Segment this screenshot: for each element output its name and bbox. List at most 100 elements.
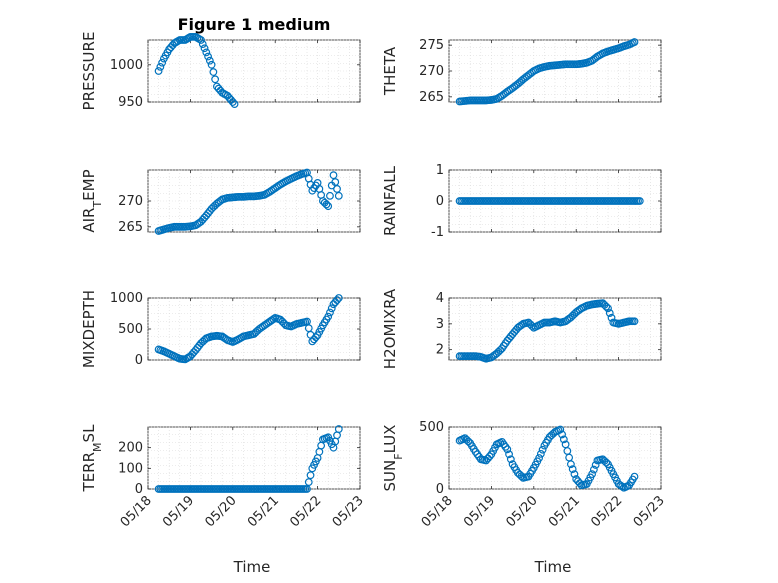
x-axis-label: Time: [534, 558, 572, 576]
x-tick-label: 05/21: [546, 493, 583, 530]
y-tick-label: 0: [135, 353, 143, 368]
y-tick-label: 500: [419, 420, 444, 435]
x-tick-label: 05/23: [330, 493, 367, 530]
data-point: [197, 36, 205, 44]
data-point: [326, 308, 334, 317]
x-axis-label: Time: [233, 558, 271, 576]
subplot-air-temp: 265 270 AIRTEMP: [80, 168, 361, 235]
y-tick-label: 270: [118, 194, 143, 209]
x-tick-label: 05/18: [118, 493, 155, 530]
y-axis-label: SUNFLUX: [381, 425, 405, 492]
data-point: [211, 75, 220, 84]
y-axis-label: MIXDEPTH: [80, 290, 98, 368]
x-tick-label: 05/18: [419, 493, 456, 530]
data-point: [200, 44, 209, 53]
data-point: [306, 471, 315, 480]
subplot-h2omixra: 2 3 4 H2OMIXRA: [381, 288, 662, 369]
data-point: [568, 465, 577, 474]
y-tick-label: 3: [436, 317, 444, 332]
data-point: [322, 200, 331, 209]
data-point: [230, 100, 239, 108]
figure-title: Figure 1 medium: [178, 15, 331, 34]
y-axis-label: TERRMSL: [80, 424, 104, 493]
data-point: [556, 425, 565, 434]
data-point: [536, 449, 545, 458]
subplot-rainfall: -1 0 1 RAINFALL: [381, 163, 662, 240]
data-point: [605, 309, 614, 317]
subplot-terr-msl: 0 100 200 TERRMSL 05/18 05/19 05/20 05/21 05/22 0…: [80, 424, 367, 576]
data-point: [485, 452, 494, 461]
y-tick-label: 0: [436, 194, 444, 209]
x-tick-label: 05/23: [631, 493, 668, 530]
subplot-mixdepth: 0 500 1000 MIXDEPTH: [80, 290, 361, 368]
data-point: [228, 98, 237, 106]
y-tick-label: 1000: [110, 58, 143, 73]
data-point: [158, 58, 167, 67]
y-tick-label: 275: [419, 38, 444, 53]
data-point: [334, 425, 343, 433]
data-point: [559, 435, 568, 444]
data-point: [202, 48, 211, 57]
data-point: [304, 478, 313, 487]
data-point: [333, 296, 341, 304]
y-axis-label: H2OMIXRA: [381, 288, 399, 369]
data-point: [630, 317, 639, 326]
data-point: [538, 445, 547, 454]
data-point: [535, 454, 543, 462]
data-point: [567, 460, 575, 469]
data-point: [311, 333, 320, 342]
data-point: [602, 458, 611, 467]
data-point: [156, 62, 165, 71]
y-tick-label: 265: [419, 90, 444, 105]
x-tick-label: 05/21: [245, 493, 282, 530]
data-point: [326, 191, 334, 200]
data-point: [324, 312, 333, 321]
data-point: [324, 202, 333, 211]
x-tick-label: 05/22: [287, 493, 324, 530]
data-point: [209, 68, 218, 76]
y-tick-label: -1: [431, 225, 444, 240]
data-point: [205, 56, 214, 65]
y-tick-label: 0: [135, 482, 143, 497]
y-tick-label: 500: [118, 322, 143, 337]
data-point: [602, 302, 611, 311]
data-point: [334, 191, 343, 200]
x-tick-label: 05/19: [461, 493, 498, 530]
x-tick-label: 05/20: [203, 493, 240, 530]
y-tick-label: 0: [436, 482, 444, 497]
y-tick-label: 265: [118, 220, 143, 235]
x-tick-label: 05/22: [588, 493, 625, 530]
data-point: [334, 294, 343, 302]
subplot-theta: 265 270 275 THETA: [381, 38, 662, 106]
data-point: [604, 304, 612, 313]
data-point: [570, 470, 579, 479]
data-point: [198, 40, 207, 49]
data-point: [630, 472, 639, 481]
subplot-pressure: 950 1000 PRESSURE: [80, 32, 361, 111]
data-point: [505, 450, 513, 459]
y-tick-label: 100: [118, 461, 143, 476]
data-point: [154, 67, 163, 75]
y-tick-label: 1: [436, 163, 444, 178]
y-axis-label: THETA: [381, 46, 399, 96]
subplot-sun-flux: 0 500 SUNFLUX 05/18 05/19 05/20 05/21 05/22 05/2…: [381, 420, 668, 576]
data-point: [204, 52, 212, 61]
y-axis-label: AIRTEMP: [80, 169, 104, 232]
data-point: [558, 430, 566, 439]
data-point: [303, 485, 311, 493]
y-axis-label: PRESSURE: [80, 32, 98, 111]
y-tick-label: 270: [419, 64, 444, 79]
data-point: [635, 197, 644, 205]
y-tick-label: 4: [436, 291, 444, 306]
data-point: [589, 465, 598, 474]
data-point: [618, 482, 627, 491]
y-tick-label: 200: [118, 441, 143, 456]
data-point: [331, 178, 340, 186]
y-axis-label: RAINFALL: [381, 165, 399, 236]
data-point: [506, 455, 515, 464]
y-tick-label: 950: [118, 95, 143, 110]
x-tick-label: 05/20: [504, 493, 541, 530]
x-tick-label: 05/19: [160, 493, 197, 530]
data-point: [591, 461, 600, 469]
